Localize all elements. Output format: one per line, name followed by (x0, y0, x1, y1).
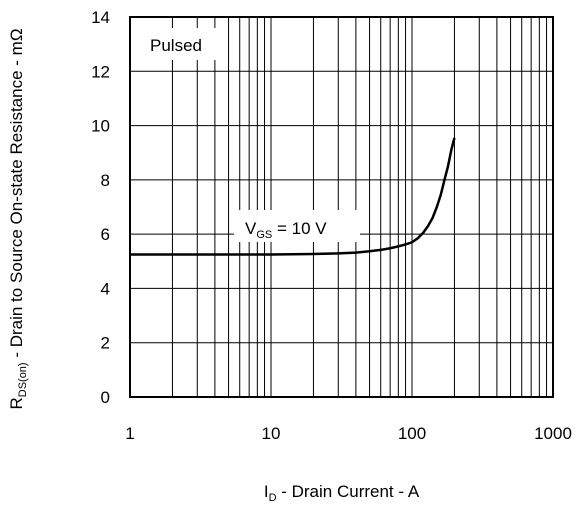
series-line (130, 137, 456, 256)
x-tick-label: 1000 (534, 424, 572, 443)
y-axis-label: RDS(on) - Drain to Source On-state Resis… (7, 28, 29, 409)
x-tick-label: 100 (398, 424, 426, 443)
x-axis-ticks: 1 10 100 1000 (125, 424, 572, 443)
vgs-annotation: VGS = 10 V (245, 219, 327, 241)
y-axis-ticks: 0 2 4 6 8 10 12 14 (91, 8, 110, 407)
y-tick-label: 12 (91, 62, 110, 81)
x-tick-label: 1 (125, 424, 134, 443)
y-tick-label: 8 (101, 171, 110, 190)
pulsed-annotation: Pulsed (150, 36, 202, 55)
y-tick-label: 4 (101, 279, 110, 298)
plot-frame (129, 16, 554, 398)
x-axis-label: ID - Drain Current - A (264, 482, 420, 504)
y-tick-label: 10 (91, 117, 110, 136)
vgs-label-box (234, 210, 360, 242)
y-tick-label: 0 (101, 388, 110, 407)
y-tick-label: 2 (101, 334, 110, 353)
y-tick-label: 6 (101, 225, 110, 244)
grid (130, 17, 553, 397)
pulsed-label-box (142, 28, 220, 60)
x-tick-label: 10 (262, 424, 281, 443)
y-tick-label: 14 (91, 8, 110, 27)
